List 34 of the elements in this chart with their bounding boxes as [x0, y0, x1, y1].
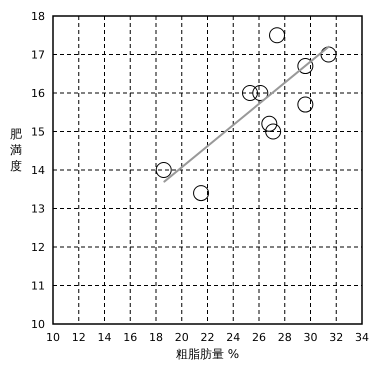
y-tick-label: 12 — [31, 241, 45, 254]
point — [320, 46, 337, 62]
point — [297, 58, 314, 74]
x-tick-label: 34 — [355, 331, 369, 344]
point — [265, 124, 282, 140]
point — [269, 27, 286, 44]
x-tick-label: 26 — [252, 331, 266, 344]
x-tick-label: 28 — [278, 331, 292, 344]
x-tick-label: 10 — [46, 331, 60, 344]
y-tick-label: 15 — [31, 126, 45, 138]
x-tick-label: 22 — [200, 331, 214, 344]
y-tick-label: 18 — [31, 10, 45, 23]
y-tick-label: 14 — [31, 164, 45, 177]
x-axis-title: 粗脂肪量 % — [176, 347, 240, 361]
x-tick-label: 16 — [123, 331, 138, 344]
point — [156, 162, 172, 178]
x-tick-label: 20 — [174, 331, 189, 344]
y-tick-label: 13 — [31, 202, 45, 216]
x-tick-label: 32 — [329, 331, 344, 344]
point — [193, 185, 210, 202]
y-tick-label: 11 — [31, 280, 45, 292]
y-tick-label: 16 — [31, 87, 45, 100]
point — [297, 96, 314, 113]
x-tick-label: 14 — [98, 331, 112, 344]
y-axis-title: 肥満度 — [10, 127, 22, 173]
x-tick-label: 18 — [149, 331, 163, 344]
x-tick-label: 12 — [72, 331, 86, 344]
y-tick-label: 17 — [31, 48, 45, 62]
x-tick-label: 24 — [226, 331, 240, 344]
y-tick-label: 10 — [31, 318, 45, 331]
x-tick-label: 30 — [304, 331, 318, 344]
point — [252, 85, 268, 101]
point — [261, 116, 278, 132]
point — [242, 85, 258, 101]
